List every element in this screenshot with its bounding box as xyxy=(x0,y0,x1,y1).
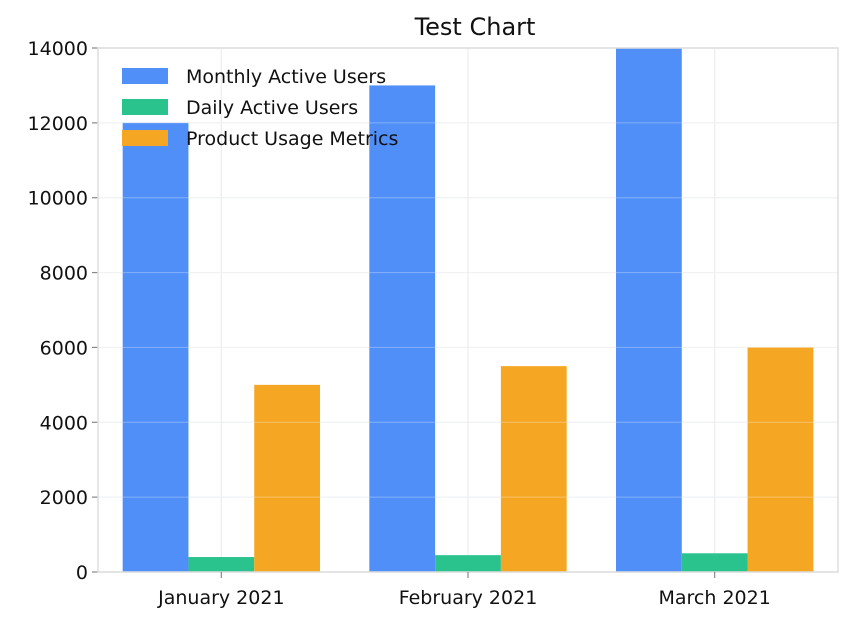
y-tick-label: 8000 xyxy=(40,263,88,285)
x-tick-label: March 2021 xyxy=(659,587,771,609)
y-tick-label: 10000 xyxy=(28,188,88,210)
chart-title: Test Chart xyxy=(414,13,536,41)
y-tick-label: 12000 xyxy=(28,113,88,135)
y-tick-label: 2000 xyxy=(40,487,88,509)
legend-swatch xyxy=(122,68,168,84)
legend-label: Product Usage Metrics xyxy=(186,128,398,150)
y-tick-label: 6000 xyxy=(40,337,88,359)
y-tick-label: 4000 xyxy=(40,412,88,434)
legend-label: Monthly Active Users xyxy=(186,66,386,88)
axes: 0 2000 4000 6000 8000 10000 12000 14000 January … xyxy=(28,38,839,609)
bar xyxy=(681,553,748,572)
bar xyxy=(122,122,189,572)
legend-swatch xyxy=(122,130,168,146)
y-tick-label: 14000 xyxy=(28,38,88,60)
grid-lines xyxy=(98,47,838,573)
y-tick-label: 0 xyxy=(76,562,88,584)
bar xyxy=(500,366,567,572)
x-tick-label: February 2021 xyxy=(399,587,538,609)
bar xyxy=(616,48,682,572)
bar xyxy=(435,555,501,572)
bars xyxy=(98,47,838,573)
legend-swatch xyxy=(122,99,168,115)
x-tick-label: January 2021 xyxy=(157,587,284,609)
bar xyxy=(369,85,436,572)
legend: Monthly Active Users Daily Active Users Pr… xyxy=(122,66,398,150)
legend-label: Daily Active Users xyxy=(186,97,358,119)
bar xyxy=(747,347,814,572)
bar xyxy=(188,557,255,572)
bar xyxy=(254,384,320,572)
